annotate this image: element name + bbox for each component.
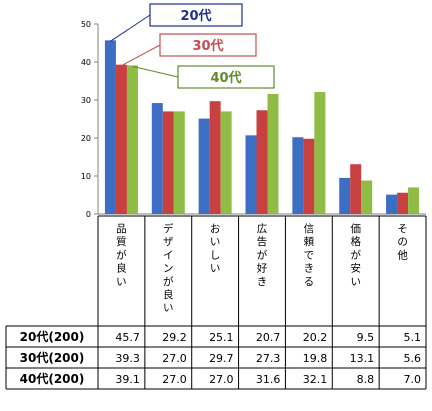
bar bbox=[151, 103, 163, 214]
table-cell-value: 5.6 bbox=[404, 352, 422, 365]
table-cell-value: 29.7 bbox=[209, 352, 234, 365]
legend-callout-label: 30代 bbox=[192, 38, 223, 54]
bar bbox=[256, 110, 268, 214]
table-cell-value: 19.8 bbox=[303, 352, 328, 365]
table-cell-value: 39.1 bbox=[115, 373, 140, 386]
table-cell-value: 8.8 bbox=[357, 373, 375, 386]
category-label: 品質が良い bbox=[116, 223, 127, 288]
table-cell-value: 20.7 bbox=[256, 331, 281, 344]
table-cell-value: 13.1 bbox=[350, 352, 375, 365]
bar bbox=[350, 164, 362, 214]
table-cell-value: 32.1 bbox=[303, 373, 328, 386]
legend-callout-box bbox=[159, 33, 257, 57]
bar bbox=[173, 111, 185, 214]
bar bbox=[209, 101, 221, 214]
y-tick-label: 50 bbox=[81, 20, 91, 29]
bar bbox=[397, 192, 409, 214]
bar bbox=[162, 111, 174, 214]
callout-leader-line bbox=[132, 65, 179, 78]
table-cell-value: 9.5 bbox=[357, 331, 375, 344]
table-row-label: 40代(200) bbox=[20, 371, 85, 386]
table-cell-value: 31.6 bbox=[256, 373, 281, 386]
category-label: デザインが良い bbox=[163, 222, 174, 314]
table-cell-value: 27.0 bbox=[209, 373, 234, 386]
category-label: 信頼できる bbox=[304, 223, 315, 288]
table-cell-value: 5.1 bbox=[404, 331, 422, 344]
category-label: おいしい bbox=[210, 223, 221, 275]
y-tick-label: 20 bbox=[81, 134, 91, 143]
y-tick-label: 0 bbox=[86, 210, 91, 219]
bar bbox=[292, 137, 304, 214]
bar bbox=[126, 65, 138, 214]
legend-callout-label: 20代 bbox=[180, 8, 211, 24]
callout-leader-line bbox=[121, 44, 161, 67]
category-label: 広告が好き bbox=[257, 222, 268, 288]
table-cell-value: 39.3 bbox=[115, 352, 140, 365]
bar bbox=[198, 118, 210, 214]
bar bbox=[245, 135, 257, 214]
y-tick-label: 40 bbox=[81, 58, 91, 67]
table-cell-value: 20.2 bbox=[303, 331, 328, 344]
table-cell-value: 7.0 bbox=[404, 373, 422, 386]
category-label: その他 bbox=[397, 223, 408, 261]
bar bbox=[267, 93, 279, 214]
table-row-label: 30代(200) bbox=[20, 350, 85, 365]
table-cell-value: 29.2 bbox=[162, 331, 187, 344]
table-cell-value: 27.0 bbox=[162, 352, 187, 365]
table-cell-value: 25.1 bbox=[209, 331, 234, 344]
table-cell-value: 27.3 bbox=[256, 352, 281, 365]
bar bbox=[408, 187, 420, 214]
bar bbox=[104, 40, 116, 215]
bar bbox=[115, 64, 127, 214]
legend-callout-box bbox=[149, 3, 243, 27]
bar bbox=[303, 138, 315, 214]
table-cell-value: 27.0 bbox=[162, 373, 187, 386]
table-cell-value: 45.7 bbox=[115, 331, 140, 344]
bar bbox=[220, 111, 232, 214]
bar bbox=[361, 180, 373, 214]
y-tick-label: 10 bbox=[81, 172, 91, 181]
category-label: 価格が安い bbox=[350, 222, 361, 288]
bar bbox=[314, 92, 326, 214]
bar bbox=[386, 194, 398, 214]
bar bbox=[339, 177, 351, 214]
legend-callout-box bbox=[177, 65, 275, 89]
table-row-label: 20代(200) bbox=[20, 329, 85, 344]
y-tick-label: 30 bbox=[81, 96, 91, 105]
callout-leader-line bbox=[110, 14, 151, 42]
legend-callout-label: 40代 bbox=[210, 70, 241, 86]
